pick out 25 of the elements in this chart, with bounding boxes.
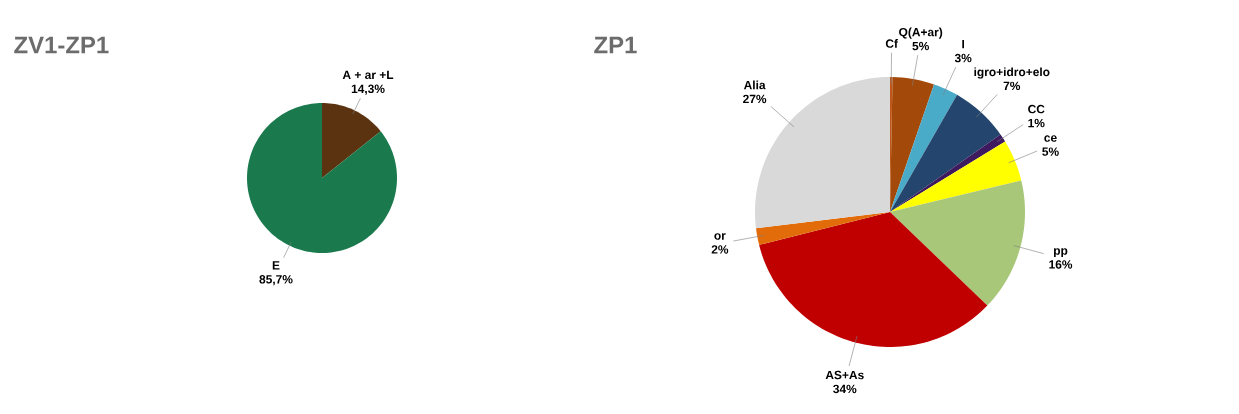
data-label: 34%: [833, 384, 857, 394]
data-label: 5%: [912, 41, 929, 51]
slice-label: pp: [1054, 248, 1068, 258]
data-label: 5%: [1042, 147, 1059, 156]
data-label: 16%: [1049, 260, 1073, 269]
slice-label: E: [272, 261, 280, 270]
chart-title: ZP1: [594, 36, 637, 54]
data-label: 7%: [1003, 81, 1021, 91]
slice-label: A + ar +L: [342, 70, 394, 80]
slice-label: AS+As: [825, 370, 864, 380]
data-label: 3%: [954, 53, 972, 63]
data-label: 1%: [1028, 118, 1045, 128]
slice-label: igro+idro+elo: [974, 67, 1050, 79]
slice-label: Alia: [743, 80, 766, 90]
data-label: 27%: [743, 94, 767, 104]
slice-label: or: [714, 233, 726, 240]
slice-label: Q(A+ar): [899, 27, 943, 39]
slice-label: ce: [1044, 135, 1057, 142]
chart-title: ZV1-ZP1: [14, 36, 109, 54]
data-label: 2%: [711, 245, 729, 254]
data-label: 85,7%: [259, 275, 293, 286]
slice-label: Cf: [885, 39, 898, 48]
slice-label: I: [962, 39, 965, 49]
data-label: 14,3%: [351, 84, 385, 95]
slice-label: CC: [1028, 104, 1045, 114]
